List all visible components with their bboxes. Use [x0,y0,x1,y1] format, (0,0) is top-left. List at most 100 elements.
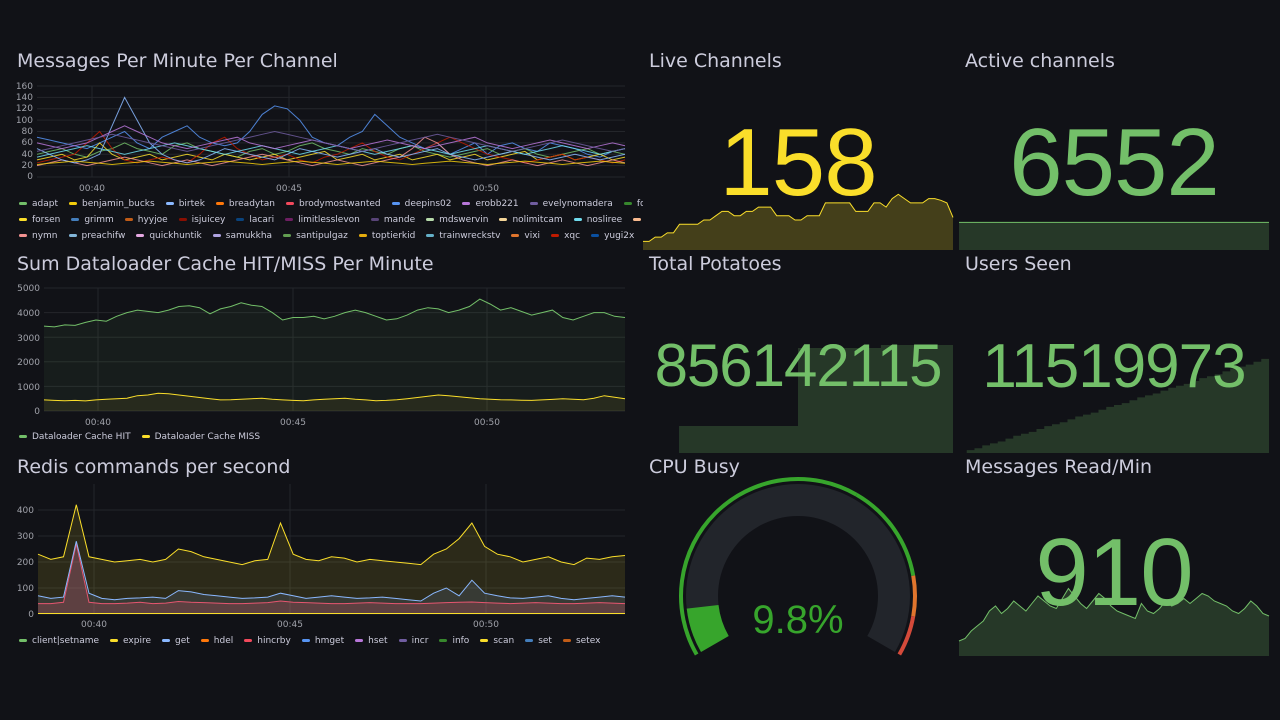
legend-label: mande [383,215,416,225]
legend-item[interactable]: toptierkid [358,228,416,244]
panel-title[interactable]: Redis commands per second [17,456,291,478]
legend-swatch [525,639,534,642]
legend-item[interactable]: set [525,633,552,649]
legend-item[interactable]: birtek [165,196,205,212]
panel-title[interactable]: Messages Per Minute Per Channel [17,50,338,72]
legend-item[interactable]: nolimitcam [499,212,563,228]
legend-label: brodymostwanted [298,199,381,209]
series-line-benjamin_bucks [36,160,626,166]
legend-swatch [573,218,582,221]
legend-item[interactable]: isjuicey [178,212,225,228]
legend-label: samukkha [225,231,273,241]
legend-label: setex [575,636,601,646]
legend-item[interactable]: hincrby [244,633,291,649]
legend-item[interactable]: nosliree [573,212,622,228]
legend-item[interactable]: preachifw [68,228,126,244]
legend-item[interactable]: incr [398,633,428,649]
legend-swatch [370,218,379,221]
legend-item[interactable]: lacari [236,212,274,228]
legend-swatch [110,639,119,642]
legend-swatch [19,218,27,221]
legend-item[interactable]: evelynomadera [529,196,613,212]
legend-swatch [439,639,448,642]
legend-item[interactable]: trainwreckstv [426,228,500,244]
legend-item[interactable]: client|setname [19,633,99,649]
legend-item[interactable]: adapt [19,196,58,212]
legend-label: deepins02 [404,199,452,209]
legend-swatch [141,435,150,438]
users-seen-value: 11519973 [982,332,1246,401]
sparkline-area [643,194,953,250]
legend-item[interactable]: samukkha [212,228,273,244]
legend-item[interactable]: quickhuntik [136,228,202,244]
series-area-0 [44,299,625,411]
legend: Dataloader Cache HIT Dataloader Cache MIS… [19,429,271,445]
legend-item[interactable]: mdswervin [426,212,488,228]
threshold-green [855,492,916,577]
dataloader-chart[interactable]: 5000 4000 3000 2000 1000 0 00:40 00:45 0… [11,253,631,433]
legend-item[interactable]: Dataloader Cache HIT [19,429,131,445]
panel-title[interactable]: Active channels [965,50,1115,72]
legend-item[interactable]: santipulgaz [283,228,348,244]
legend-item[interactable]: get [162,633,190,649]
messages-chart[interactable]: 160 140 120 100 80 60 40 20 0 00:40 00:4… [11,50,631,200]
legend-swatch [462,202,471,205]
legend-label: hmget [314,636,345,646]
legend-item[interactable]: hdel [200,633,233,649]
panel-title[interactable]: Messages Read/Min [965,456,1153,478]
legend-item[interactable]: forsen [19,212,60,228]
legend-item[interactable]: mande [370,212,416,228]
redis-chart[interactable]: 400 300 200 100 0 00:40 00:45 00:50 [11,456,631,636]
panel-title[interactable]: CPU Busy [649,456,740,478]
panel-title[interactable]: Total Potatoes [649,253,782,275]
legend-swatch [165,202,174,205]
legend-item[interactable]: deepins02 [391,196,452,212]
legend-item[interactable]: scan [480,633,514,649]
legend-item[interactable]: setex [562,633,601,649]
legend-item[interactable]: xqc [551,228,580,244]
legend-label: toptierkid [371,231,416,241]
y-tick: 80 [22,127,34,137]
panel-title[interactable]: Live Channels [649,50,782,72]
legend-item[interactable]: vixi [511,228,540,244]
legend-swatch [355,639,364,642]
legend-item[interactable]: limitlesslevon [285,212,360,228]
legend-swatch [426,234,435,237]
sparkline-area [959,222,1269,250]
legend: adapt benjamin_bucks birtek breadytan brodym… [19,196,710,244]
legend-item[interactable]: grimm [71,212,114,228]
legend-swatch [285,202,294,205]
x-tick: 00:40 [85,418,111,428]
legend-label: vixi [524,231,541,241]
legend-label: hyyjoe [137,215,168,225]
legend-swatch [511,234,520,237]
legend-item[interactable]: hset [355,633,388,649]
legend-label: preachifw [81,231,126,241]
legend-item[interactable]: yugi2x [591,228,634,244]
legend-item[interactable]: info [439,633,469,649]
legend-item[interactable]: brodymostwanted [285,196,381,212]
legend-label: yugi2x [604,231,635,241]
panel-title[interactable]: Sum Dataloader Cache HIT/MISS Per Minute [17,253,434,275]
y-tick: 4000 [17,309,40,319]
legend-item[interactable]: erobb221 [462,196,519,212]
legend-label: adapt [32,199,58,209]
legend-label: nymn [32,231,58,241]
legend-swatch [200,639,209,642]
legend-swatch [499,218,508,221]
live-channels-sparkline [643,193,954,250]
legend-item[interactable]: hyyjoe [124,212,168,228]
y-tick: 40 [22,150,34,160]
legend-item[interactable]: hmget [301,633,345,649]
panel-users-seen: Users Seen 11519973 [959,253,1269,453]
legend-item[interactable]: Dataloader Cache MISS [141,429,260,445]
series-line-get [37,541,626,602]
legend-item[interactable]: nymn [19,228,58,244]
legend-label: set [538,636,552,646]
threshold-orange [911,575,917,617]
legend-item[interactable]: breadytan [215,196,275,212]
panel-title[interactable]: Users Seen [965,253,1072,275]
legend-item[interactable]: benjamin_bucks [69,196,155,212]
active-channels-value: 6552 [1009,109,1220,216]
legend-item[interactable]: expire [110,633,151,649]
